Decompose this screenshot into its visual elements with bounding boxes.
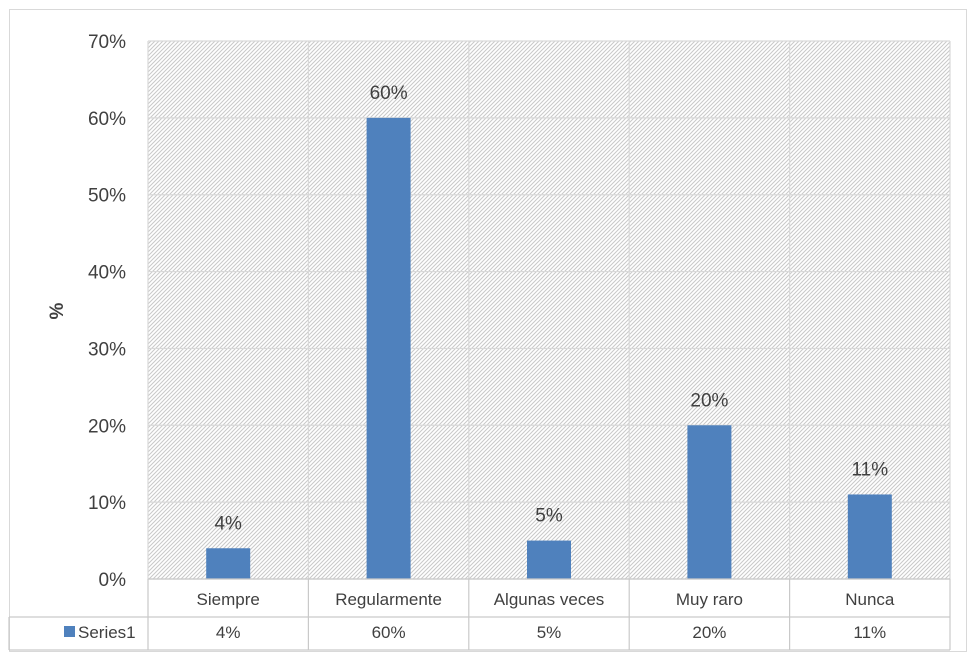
data-table: Siempre 4% Regularmente 60% Algunas veces 5% M… (8, 578, 951, 651)
y-tick-label: 50% (88, 186, 126, 207)
data-table-value: 20% (692, 623, 726, 642)
bar (527, 540, 571, 579)
bar (847, 494, 892, 579)
x-category-label: Nunca (845, 590, 895, 609)
data-table-value: 4% (216, 623, 241, 642)
plot-area-background (148, 41, 950, 579)
bar-data-label: 20% (690, 390, 728, 411)
bar (366, 117, 411, 579)
x-category-label: Muy raro (676, 590, 743, 609)
data-table-value: 11% (853, 623, 886, 642)
y-tick-label: 10% (88, 493, 126, 514)
legend-swatch (64, 626, 75, 637)
x-category-label: Siempre (197, 590, 260, 609)
bars (206, 117, 892, 579)
data-table-value: 60% (372, 623, 406, 642)
bar-data-label: 5% (535, 506, 563, 527)
x-category-label: Regularmente (335, 590, 442, 609)
y-tick-label: 60% (88, 109, 126, 130)
data-labels: 4% 60% 5% 20% 11% (214, 83, 888, 534)
bar-data-label: 60% (370, 83, 408, 104)
y-tick-label: 0% (99, 570, 127, 591)
y-tick-label: 20% (88, 416, 126, 437)
data-table-value: 5% (537, 623, 562, 642)
legend-series-label: Series1 (78, 623, 136, 642)
y-tick-label: 40% (88, 263, 126, 284)
bar (206, 548, 251, 579)
bar-data-label: 4% (214, 513, 242, 534)
bar (687, 425, 732, 579)
y-tick-label: 30% (88, 339, 126, 360)
y-axis-title: % (47, 302, 68, 319)
y-tick-label: 70% (88, 32, 126, 53)
y-axis-ticks: 0% 10% 20% 30% 40% 50% 60% 70% (88, 32, 126, 591)
bar-data-label: 11% (851, 459, 888, 480)
x-category-label: Algunas veces (494, 590, 605, 609)
